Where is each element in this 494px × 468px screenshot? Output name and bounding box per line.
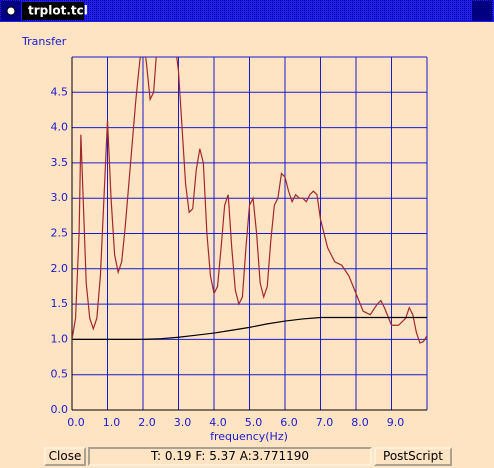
window-title: trplot.tcl bbox=[28, 4, 88, 18]
window: trplot.tcl Transfer frequency(Hz) 0.0 0.5… bbox=[0, 0, 494, 443]
x-tick-label: 8.0 bbox=[351, 416, 369, 429]
y-tick-label: 1.5 bbox=[51, 297, 69, 310]
postscript-button[interactable]: PostScript bbox=[374, 447, 452, 466]
maximize-button[interactable] bbox=[472, 1, 492, 21]
x-tick-label: 5.0 bbox=[245, 416, 263, 429]
x-tick-label: 0.0 bbox=[67, 416, 85, 429]
x-axis-label: frequency(Hz) bbox=[210, 430, 288, 443]
title-bar bbox=[0, 0, 494, 22]
close-button[interactable]: Close bbox=[44, 447, 86, 466]
x-tick-label: 2.0 bbox=[138, 416, 156, 429]
x-tick-label: 7.0 bbox=[316, 416, 334, 429]
y-tick-label: 1.0 bbox=[51, 332, 69, 345]
y-tick-label: 3.5 bbox=[51, 156, 69, 169]
y-tick-label: 4.5 bbox=[51, 85, 69, 98]
data-line bbox=[72, 316, 427, 340]
y-tick-label: 0.5 bbox=[51, 368, 69, 381]
x-tick-label: 4.0 bbox=[209, 416, 227, 429]
x-tick-label: 1.0 bbox=[103, 416, 121, 429]
y-tick-label: 0.0 bbox=[51, 403, 69, 416]
y-axis-label: Transfer bbox=[21, 35, 67, 48]
title-box bbox=[22, 2, 84, 20]
x-tick-label: 9.0 bbox=[387, 416, 405, 429]
x-tick-label: 6.0 bbox=[280, 416, 298, 429]
y-tick-label: 2.0 bbox=[51, 262, 69, 275]
data-line bbox=[72, 57, 427, 344]
y-tick-label: 2.5 bbox=[51, 227, 69, 240]
y-tick-label: 4.0 bbox=[51, 121, 69, 134]
x-tick-label: 3.0 bbox=[174, 416, 192, 429]
window-menu-icon bbox=[6, 6, 16, 16]
status-bar: T: 0.19 F: 5.37 A:3.771190 bbox=[88, 447, 372, 466]
y-tick-label: 3.0 bbox=[51, 191, 69, 204]
